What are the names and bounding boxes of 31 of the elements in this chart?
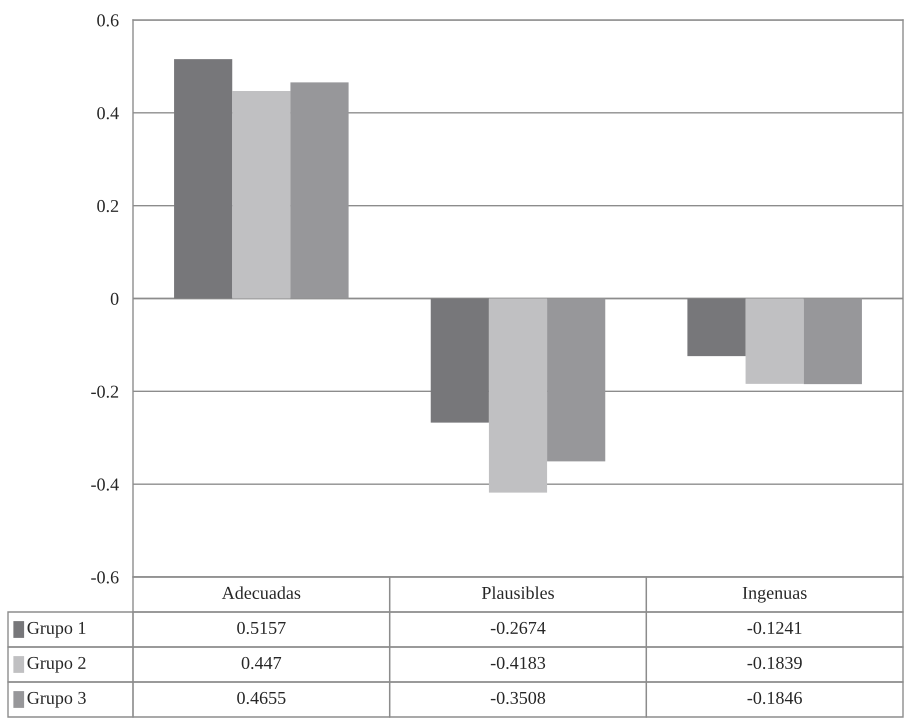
data-label: -0.1846 (748, 692, 802, 704)
x-tick-label: Ingenuas (742, 586, 807, 603)
data-label: 0.5157 (237, 622, 286, 634)
bar (746, 298, 804, 384)
legend-label: Grupo 3 (28, 692, 86, 708)
bar (232, 91, 290, 298)
bar (290, 82, 349, 298)
data-label: -0.1241 (748, 622, 802, 634)
data-label: -0.3508 (490, 692, 546, 704)
legend-label: Grupo 1 (28, 622, 86, 638)
data-label: 0.447 (242, 656, 282, 670)
data-label: -0.1839 (748, 656, 802, 670)
data-label: -0.4183 (490, 656, 546, 670)
bar (430, 298, 489, 423)
y-tick-label: 0.6 (97, 14, 119, 27)
y-tick-label: -0.6 (91, 571, 119, 584)
bar (174, 59, 232, 298)
y-tick-label: 0.2 (97, 200, 118, 212)
bar (804, 298, 862, 384)
y-tick-label: 0.4 (97, 107, 119, 120)
data-label: -0.2674 (490, 622, 546, 634)
y-tick-label: -0.4 (91, 478, 119, 491)
y-tick-label: -0.2 (91, 386, 118, 398)
x-tick-label: Plausibles (482, 586, 554, 600)
bar (547, 298, 606, 462)
bar (687, 298, 746, 356)
y-tick-label: 0 (110, 292, 118, 305)
x-tick-label: Adecuadas (222, 586, 300, 600)
legend-label: Grupo 2 (28, 656, 86, 673)
bar (488, 298, 548, 493)
data-label: 0.4655 (237, 692, 286, 704)
